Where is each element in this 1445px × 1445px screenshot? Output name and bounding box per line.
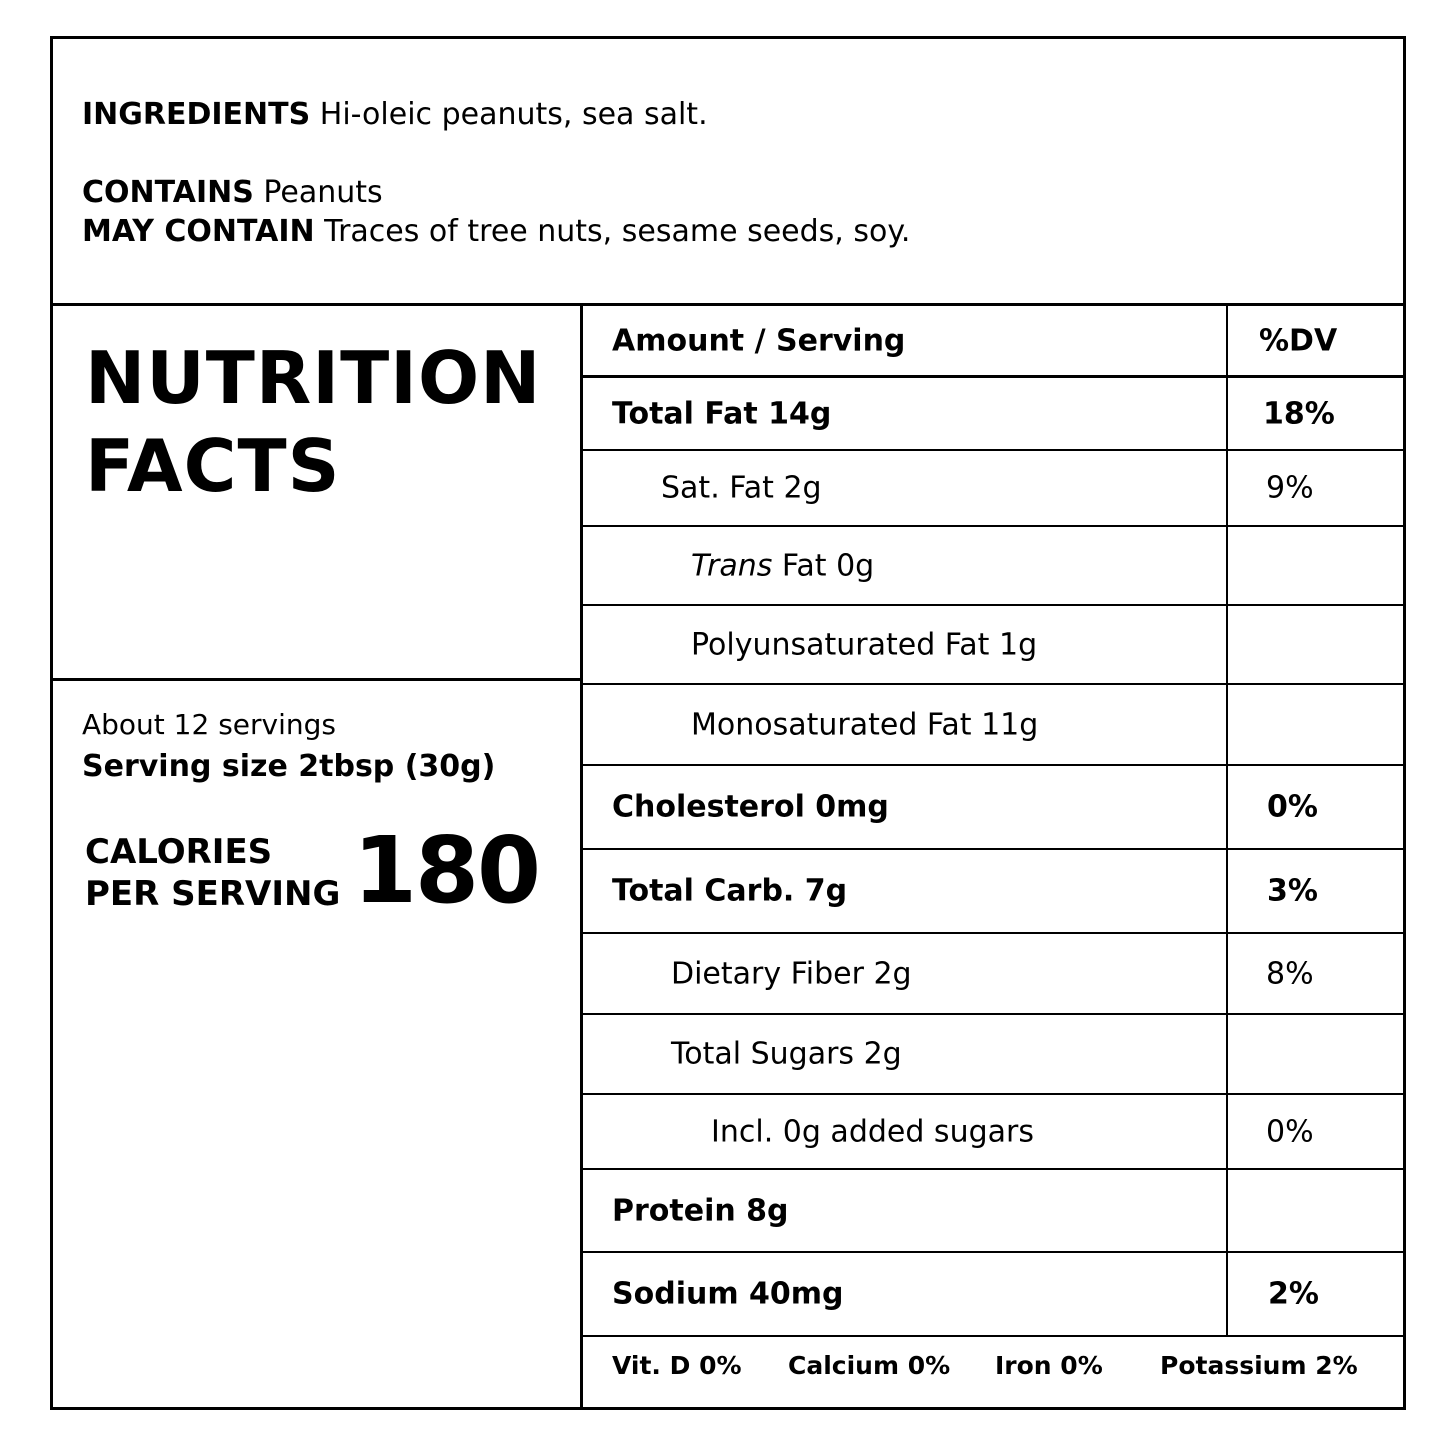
table-row: Dietary Fiber 2g 8% [583, 934, 1403, 1015]
ingredients-text: Hi-oleic peanuts, sea salt. [319, 97, 708, 132]
nutrient-name: Sodium 40mg [612, 1276, 844, 1312]
calories-label: CALORIES PER SERVING [85, 831, 340, 915]
column-divider [1226, 1095, 1228, 1168]
trans-rest: Fat 0g [772, 548, 875, 583]
nutrient-name: Protein 8g [612, 1193, 789, 1228]
calories-value: 180 [353, 817, 541, 924]
table-header: Amount / Serving %DV [583, 306, 1403, 378]
nutrient-name: Total Fat 14g [612, 396, 832, 431]
vitamin-d: Vit. D 0% [612, 1351, 742, 1380]
nutrient-name: Cholesterol 0mg [612, 789, 889, 825]
table-row: Sodium 40mg 2% [583, 1253, 1403, 1337]
nutrient-dv: 0% [1267, 789, 1318, 825]
nutrient-name: Monosaturated Fat 11g [691, 707, 1039, 742]
may-contain-label: MAY CONTAIN [82, 214, 315, 249]
title-box: NUTRITION FACTS [53, 306, 580, 681]
nutrient-name: Total Carb. 7g [612, 873, 848, 909]
nutrient-dv: 8% [1266, 956, 1314, 991]
iron: Iron 0% [995, 1351, 1103, 1380]
facts-table: Amount / Serving %DV Total Fat 14g 18% S… [583, 306, 1403, 1407]
potassium: Potassium 2% [1160, 1351, 1358, 1380]
column-divider [1226, 850, 1228, 932]
table-row: Sat. Fat 2g 9% [583, 451, 1403, 527]
may-contain-line: MAY CONTAIN Traces of tree nuts, sesame … [82, 214, 910, 249]
nutrient-dv: 18% [1263, 396, 1335, 431]
may-contain-text: Traces of tree nuts, sesame seeds, soy. [324, 214, 911, 249]
column-divider [1226, 1015, 1228, 1093]
table-row: Polyunsaturated Fat 1g [583, 606, 1403, 685]
column-divider [1226, 934, 1228, 1013]
column-divider [1226, 378, 1228, 449]
header-dv: %DV [1259, 323, 1338, 358]
column-divider [1226, 527, 1228, 604]
trans-italic: Trans [691, 548, 773, 583]
vitamins-row: Vit. D 0% Calcium 0% Iron 0% Potassium 2… [583, 1327, 1403, 1407]
ingredients-label: INGREDIENTS [82, 97, 311, 132]
nutrient-dv: 0% [1266, 1114, 1314, 1149]
column-divider [1226, 1253, 1228, 1335]
column-divider [1226, 685, 1228, 764]
column-divider [1226, 306, 1228, 375]
nutrient-name: Total Sugars 2g [671, 1036, 902, 1072]
ingredients-section: INGREDIENTS Hi-oleic peanuts, sea salt. … [53, 39, 1403, 306]
title-line-1: NUTRITION [85, 336, 542, 420]
nutrient-name: Sat. Fat 2g [661, 470, 822, 506]
table-row: Total Sugars 2g [583, 1015, 1403, 1095]
table-row: Total Carb. 7g 3% [583, 850, 1403, 934]
ingredients-line: INGREDIENTS Hi-oleic peanuts, sea salt. [82, 97, 708, 132]
nutrient-name: Dietary Fiber 2g [671, 956, 912, 991]
nutrient-dv: 3% [1267, 873, 1318, 909]
header-amount: Amount / Serving [612, 323, 906, 358]
contains-text: Peanuts [263, 175, 383, 210]
left-panel: NUTRITION FACTS About 12 servings Servin… [53, 306, 583, 1407]
calories-label-line-2: PER SERVING [85, 874, 341, 914]
contains-line: CONTAINS Peanuts [82, 175, 383, 210]
table-row: Total Fat 14g 18% [583, 378, 1403, 451]
table-row: Protein 8g [583, 1170, 1403, 1253]
serving-size: Serving size 2tbsp (30g) [82, 749, 496, 784]
title-line-2: FACTS [85, 424, 341, 508]
servings-count: About 12 servings [82, 708, 336, 741]
page-title: NUTRITION FACTS [85, 334, 541, 510]
nutrition-label: INGREDIENTS Hi-oleic peanuts, sea salt. … [50, 36, 1406, 1410]
column-divider [1226, 766, 1228, 848]
column-divider [1226, 1170, 1228, 1251]
table-row: Monosaturated Fat 11g [583, 685, 1403, 766]
nutrient-name: Incl. 0g added sugars [711, 1114, 1034, 1149]
calcium: Calcium 0% [788, 1351, 951, 1380]
table-row: Cholesterol 0mg 0% [583, 766, 1403, 850]
nutrient-name: Polyunsaturated Fat 1g [691, 627, 1038, 662]
table-row: Trans Fat 0g [583, 527, 1403, 606]
nutrient-dv: 9% [1266, 470, 1314, 506]
nutrient-name: Trans Fat 0g [691, 548, 874, 583]
table-row: Incl. 0g added sugars 0% [583, 1095, 1403, 1170]
column-divider [1226, 451, 1228, 525]
column-divider [1226, 606, 1228, 683]
nutrient-dv: 2% [1268, 1276, 1319, 1312]
calories-label-line-1: CALORIES [85, 832, 273, 872]
contains-label: CONTAINS [82, 175, 254, 210]
